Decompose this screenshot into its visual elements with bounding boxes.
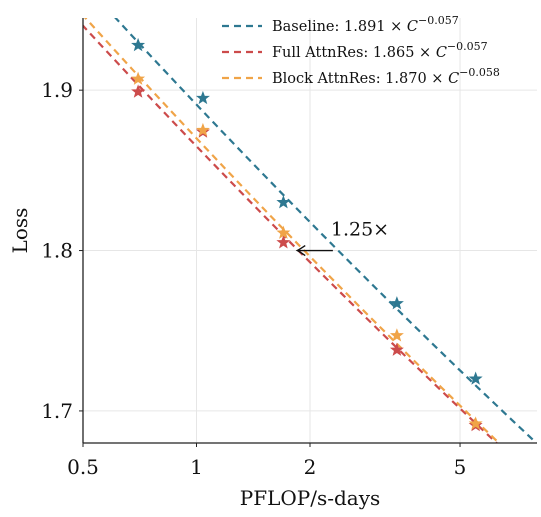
data-point-star: [195, 122, 210, 137]
data-point-star: [389, 328, 404, 342]
legend-variable: C: [436, 45, 447, 61]
legend-exponent: −0.058: [459, 66, 500, 79]
speedup-arrow-head: [295, 244, 306, 257]
data-markers: [131, 37, 483, 432]
data-point-star: [131, 84, 146, 98]
data-point-star: [131, 37, 146, 52]
data-point-star: [468, 416, 483, 430]
x-tick-label: 2: [304, 455, 317, 479]
data-point-star: [389, 342, 404, 356]
legend-variable: C: [448, 71, 459, 87]
speedup-annotation: 1.25×: [295, 219, 389, 257]
x-tick-label: 5: [454, 455, 467, 479]
data-point-star: [276, 235, 291, 249]
x-axis-label: PFLOP/s-days: [240, 486, 381, 510]
data-point-star: [389, 296, 404, 310]
fit-line-0: [114, 18, 537, 443]
data-point-star: [468, 371, 483, 385]
data-point-star: [276, 195, 291, 209]
y-axis-label: Loss: [8, 208, 32, 254]
y-tick-label: 1.8: [41, 239, 73, 263]
data-point-star: [195, 90, 210, 105]
x-tick-label: 1: [190, 455, 203, 479]
x-tick-label: 0.5: [67, 455, 99, 479]
y-tick-label: 1.9: [41, 78, 73, 102]
legend-prefix: Baseline: 1.891 ×: [272, 19, 407, 35]
legend-entry-0: Baseline: 1.891 × C−0.057: [272, 14, 459, 35]
legend-variable: C: [407, 19, 418, 35]
legend-prefix: Full AttnRes: 1.865 ×: [272, 45, 436, 61]
legend-exponent: −0.057: [447, 40, 488, 53]
y-ticks: 1.7 1.8 1.9: [41, 78, 83, 423]
legend-prefix: Block AttnRes: 1.870 ×: [272, 71, 448, 87]
speedup-label: 1.25×: [331, 219, 389, 241]
x-ticks: 0.5 1 2 5: [67, 443, 466, 479]
legend-entry-2: Block AttnRes: 1.870 × C−0.058: [272, 66, 500, 87]
data-point-star: [276, 225, 291, 239]
y-tick-label: 1.7: [41, 399, 73, 423]
legend-exponent: −0.057: [418, 14, 459, 27]
data-point-star: [131, 71, 146, 85]
legend-entry-1: Full AttnRes: 1.865 × C−0.057: [272, 40, 488, 61]
